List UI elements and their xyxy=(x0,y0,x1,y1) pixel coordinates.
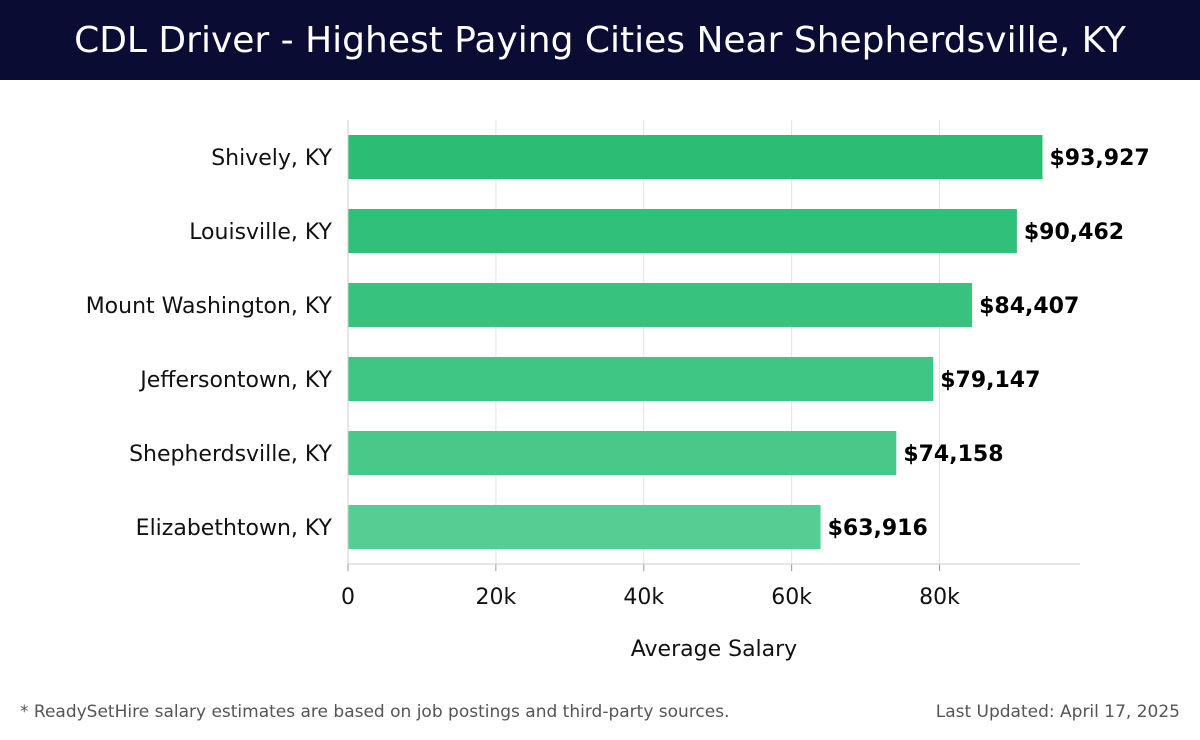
chart-header: CDL Driver - Highest Paying Cities Near … xyxy=(0,0,1200,80)
x-tick-label: 80k xyxy=(919,585,960,610)
value-label: $90,462 xyxy=(1024,220,1124,245)
x-tick-label: 60k xyxy=(771,585,812,610)
x-tick-label: 0 xyxy=(341,585,355,610)
x-tick-label: 40k xyxy=(623,585,664,610)
last-updated: Last Updated: April 17, 2025 xyxy=(935,702,1180,722)
value-label: $63,916 xyxy=(828,516,928,541)
bar xyxy=(348,431,897,475)
bar xyxy=(348,283,973,327)
value-label: $79,147 xyxy=(940,368,1040,393)
category-label: Elizabethtown, KY xyxy=(136,516,333,541)
axes: 0 20k 40k 60k 80k Shively, KY Louisville, KY Mo… xyxy=(86,120,1080,610)
bar xyxy=(348,135,1043,179)
category-label: Shively, KY xyxy=(211,146,332,171)
grid-lines xyxy=(495,120,941,564)
footer-note: * ReadySetHire salary estimates are base… xyxy=(20,702,730,722)
value-label: $84,407 xyxy=(979,294,1079,319)
value-label: $74,158 xyxy=(903,442,1003,467)
bar xyxy=(348,505,821,549)
category-label: Jeffersontown, KY xyxy=(138,368,332,393)
x-tick-label: 20k xyxy=(476,585,517,610)
x-axis-title: Average Salary xyxy=(631,637,797,662)
value-label: $93,927 xyxy=(1049,146,1149,171)
category-label: Shepherdsville, KY xyxy=(129,442,332,467)
bars: $93,927 $90,462 $84,407 $79,147 $74,158 $63,9… xyxy=(348,135,1150,549)
category-label: Mount Washington, KY xyxy=(86,294,333,319)
chart-title: CDL Driver - Highest Paying Cities Near … xyxy=(74,19,1126,61)
bar xyxy=(348,209,1017,253)
category-label: Louisville, KY xyxy=(189,220,332,245)
bar-chart: $93,927 $90,462 $84,407 $79,147 $74,158 $63,9… xyxy=(86,120,1150,662)
bar xyxy=(348,357,934,401)
